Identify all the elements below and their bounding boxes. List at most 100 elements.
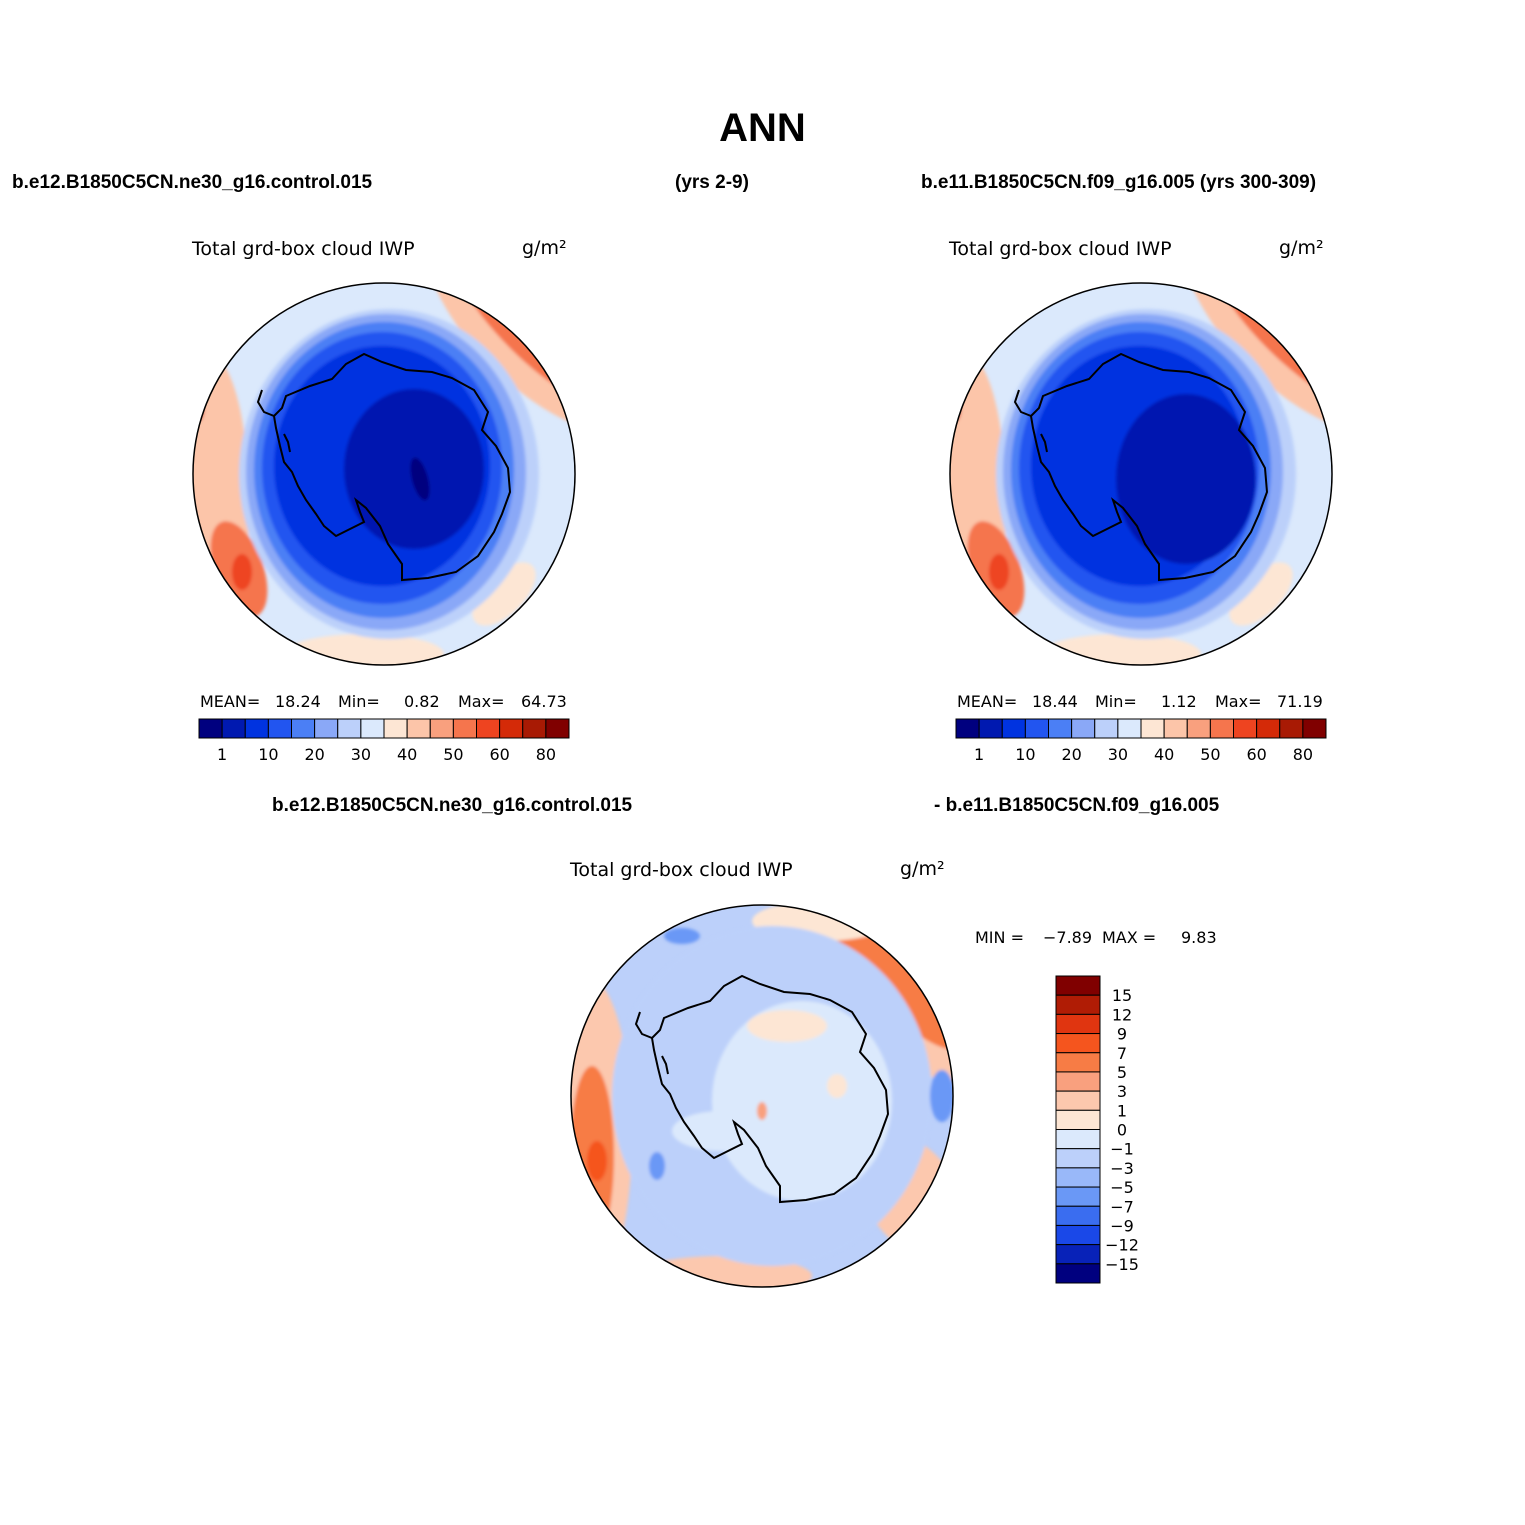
colorbar-tick-label: 30 <box>1108 745 1128 764</box>
panel1-max-label: Max= <box>458 692 505 711</box>
colorbar-box <box>1117 718 1142 739</box>
field-contour <box>757 1102 767 1120</box>
colorbar-box <box>221 718 246 739</box>
colorbar-box <box>1071 718 1096 739</box>
panel3-min-value: −7.89 <box>1043 928 1093 947</box>
colorbar-tick-label: 60 <box>1246 745 1266 764</box>
panel2-mean-label: MEAN= <box>957 692 1018 711</box>
coastline <box>634 1011 669 1075</box>
field-contour <box>587 1141 607 1181</box>
colorbar-tick-label: −3 <box>1110 1159 1134 1178</box>
field-contour <box>930 1070 953 1122</box>
colorbar-tick-label: −15 <box>1105 1255 1139 1274</box>
colorbar-tick-label: 20 <box>1061 745 1081 764</box>
colorbar-tick-label: −12 <box>1105 1236 1139 1255</box>
colorbar-box <box>314 718 339 739</box>
colorbar-box <box>1055 1205 1101 1226</box>
colorbar-box <box>1233 718 1258 739</box>
colorbar-tick-label: 50 <box>443 745 463 764</box>
colorbar-box <box>476 718 501 739</box>
panel2-mean-value: 18.44 <box>1032 692 1078 711</box>
colorbar-box <box>1024 718 1049 739</box>
panel3-map <box>571 905 953 1287</box>
colorbar-box <box>1302 718 1327 739</box>
colorbar-tick-label: 20 <box>304 745 324 764</box>
colorbar-tick-label: 12 <box>1112 1005 1132 1024</box>
case1-label: b.e12.B1850C5CN.ne30_g16.control.015 <box>12 172 373 193</box>
colorbar-box <box>955 718 980 739</box>
diff-case-right-label: - b.e11.B1850C5CN.f09_g16.005 <box>934 795 1220 816</box>
colorbar-tick-label: −9 <box>1110 1216 1134 1235</box>
colorbar-box <box>1055 1224 1101 1246</box>
colorbar-tick-label: 30 <box>351 745 371 764</box>
colorbar-box <box>452 718 477 739</box>
panel1-map <box>193 283 575 665</box>
colorbar-tick-label: 60 <box>489 745 509 764</box>
colorbar-box <box>291 718 316 739</box>
colorbar-tick-label: 9 <box>1117 1025 1127 1044</box>
field-contour <box>1229 562 1293 626</box>
colorbar-box <box>1055 1148 1101 1169</box>
colorbar-tick-label: 1 <box>217 745 227 764</box>
colorbar-box <box>1055 1109 1101 1130</box>
panel2-max-label: Max= <box>1215 692 1262 711</box>
colorbar-tick-label: −1 <box>1110 1140 1134 1159</box>
panel3-units: g/m² <box>900 858 945 880</box>
field-contour <box>472 562 536 626</box>
coastline <box>272 352 512 582</box>
colorbar-tick-label: 15 <box>1112 986 1132 1005</box>
colorbar-box <box>1055 1090 1101 1111</box>
colorbar-box <box>267 718 292 739</box>
colorbar-box <box>1163 718 1188 739</box>
field-contour <box>747 1010 827 1042</box>
panel3-max-label: MAX = <box>1102 928 1157 947</box>
case2-label: b.e11.B1850C5CN.f09_g16.005 (yrs 300-309… <box>921 172 1317 193</box>
colorbar-tick-label: 40 <box>397 745 417 764</box>
colorbar-box <box>1094 718 1119 739</box>
colorbar-tick-label: 0 <box>1117 1121 1127 1140</box>
field-contour <box>649 1152 665 1180</box>
panel3-min-label: MIN = <box>975 928 1024 947</box>
colorbar-box <box>1055 975 1101 996</box>
panel3-title: Total grd-box cloud IWP <box>570 859 793 881</box>
panel2-units: g/m² <box>1279 237 1324 259</box>
colorbar-box <box>1055 1244 1101 1265</box>
field-contour <box>672 1111 772 1151</box>
colorbar-box <box>1055 1186 1101 1207</box>
colorbar-box <box>406 718 431 739</box>
colorbar-box <box>198 718 223 739</box>
colorbar-tick-label: 3 <box>1117 1082 1127 1101</box>
case1-years-label: (yrs 2-9) <box>675 172 749 193</box>
coastline <box>256 389 291 453</box>
colorbar-tick-label: 40 <box>1154 745 1174 764</box>
panel1-min-label: Min= <box>338 692 380 711</box>
panel2-colorbar: 1 10 20 30 40 50 60 80 <box>955 718 1327 764</box>
panel3-max-value: 9.83 <box>1181 928 1217 947</box>
colorbar-box <box>429 718 454 739</box>
panel2-map-border <box>949 282 1333 666</box>
colorbar-box <box>1055 994 1101 1015</box>
colorbar-box <box>1256 718 1281 739</box>
panel2-map <box>950 283 1332 665</box>
colorbar-box <box>1209 718 1234 739</box>
colorbar-tick-label: 10 <box>258 745 278 764</box>
colorbar-box <box>383 718 408 739</box>
field-contour <box>1041 634 1201 665</box>
panel2-min-value: 1.12 <box>1161 692 1197 711</box>
colorbar-tick-label: 7 <box>1117 1044 1127 1063</box>
colorbar-box <box>1001 718 1026 739</box>
panel1-min-value: 0.82 <box>404 692 440 711</box>
panel1-colorbar: 1 10 20 30 40 50 60 80 <box>198 718 570 764</box>
panel3-map-border <box>570 904 954 1288</box>
field-contour <box>284 634 444 665</box>
colorbar-box <box>499 718 524 739</box>
field-contour <box>664 928 700 944</box>
colorbar-box <box>1055 1263 1101 1284</box>
colorbar-box <box>1055 1071 1101 1092</box>
colorbar-box <box>337 718 362 739</box>
panel1-max-value: 64.73 <box>521 692 567 711</box>
colorbar-box <box>1048 718 1073 739</box>
panel1-mean-value: 18.24 <box>275 692 321 711</box>
colorbar-box <box>522 718 547 739</box>
